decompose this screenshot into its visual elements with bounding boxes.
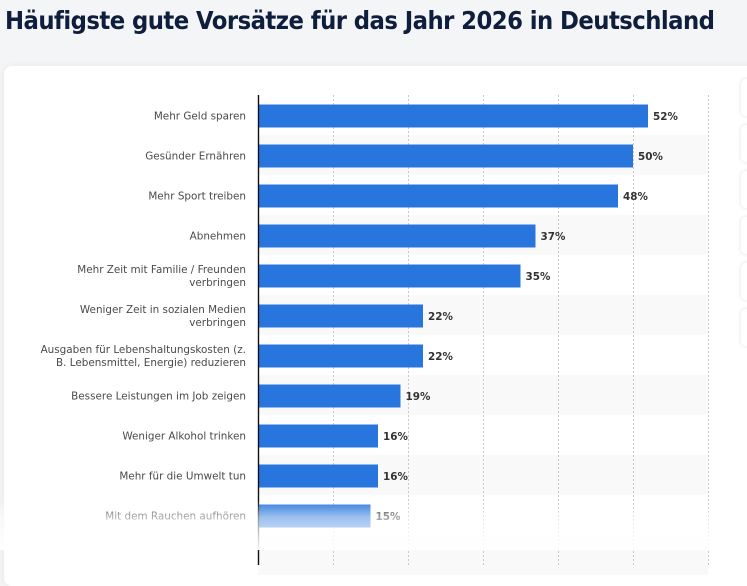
category-label: Mit dem Rauchen aufhören: [105, 511, 246, 523]
value-label: 37%: [541, 231, 566, 243]
category-label: Mehr Zeit mit Familie / Freunden: [77, 264, 246, 276]
bar[interactable]: [258, 304, 423, 328]
value-label: 48%: [623, 191, 648, 203]
bar[interactable]: [258, 184, 618, 208]
bar[interactable]: [258, 104, 648, 128]
category-label: Mehr Sport treiben: [148, 191, 246, 203]
category-label: verbringen: [189, 317, 246, 329]
category-label: Ausgaben für Lebenshaltungskosten (z.: [41, 344, 246, 356]
page-title: Häufigste gute Vorsätze für das Jahr 202…: [5, 6, 715, 35]
category-label: Gesünder Ernähren: [145, 151, 246, 163]
toolbar-button-5[interactable]: [741, 263, 747, 300]
category-label: Mehr für die Umwelt tun: [119, 471, 246, 483]
category-label: Abnehmen: [190, 231, 246, 243]
category-label: Weniger Zeit in sozialen Medien: [80, 304, 246, 316]
value-label: 16%: [383, 471, 408, 483]
bar[interactable]: [258, 224, 536, 248]
toolbar-button-3[interactable]: [741, 171, 747, 208]
value-label: 15%: [376, 511, 401, 523]
toolbar-button-2[interactable]: [741, 125, 747, 162]
category-label: B. Lebensmittel, Energie) reduzieren: [56, 357, 246, 369]
value-label: 22%: [428, 311, 453, 323]
toolbar-button-4[interactable]: [741, 217, 747, 254]
value-label: 52%: [653, 111, 678, 123]
category-label: Bessere Leistungen im Job zeigen: [71, 391, 246, 403]
bar[interactable]: [258, 464, 378, 488]
bar[interactable]: [258, 504, 371, 528]
value-label: 50%: [638, 151, 663, 163]
bar-chart: Mehr Geld sparen 52% Gesünder Ernähren 50% M…: [41, 95, 709, 575]
category-label: Mehr Geld sparen: [154, 111, 246, 123]
bar[interactable]: [258, 264, 521, 288]
value-label: 22%: [428, 351, 453, 363]
category-label: verbringen: [189, 277, 246, 289]
value-label: 35%: [526, 271, 551, 283]
bar[interactable]: [258, 344, 423, 368]
value-label: 16%: [383, 431, 408, 443]
toolbar-button-1[interactable]: [741, 79, 747, 116]
category-label: Weniger Alkohol trinken: [122, 431, 246, 443]
bar[interactable]: [258, 424, 378, 448]
bar[interactable]: [258, 144, 633, 168]
chart-card: Mehr Geld sparen 52% Gesünder Ernähren 50% M…: [4, 66, 747, 586]
value-label: 19%: [406, 391, 431, 403]
bar[interactable]: [258, 384, 401, 408]
toolbar-button-6[interactable]: [741, 309, 747, 346]
